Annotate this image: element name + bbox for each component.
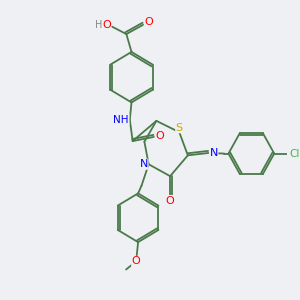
- Text: O: O: [144, 17, 153, 27]
- Text: N: N: [140, 159, 148, 169]
- Text: O: O: [156, 131, 164, 141]
- Text: NH: NH: [113, 115, 129, 125]
- Text: N: N: [209, 148, 218, 158]
- Text: H: H: [95, 20, 103, 30]
- Text: S: S: [176, 123, 183, 133]
- Text: O: O: [132, 256, 140, 266]
- Text: Cl: Cl: [290, 148, 300, 159]
- Text: O: O: [166, 196, 175, 206]
- Text: O: O: [102, 20, 111, 30]
